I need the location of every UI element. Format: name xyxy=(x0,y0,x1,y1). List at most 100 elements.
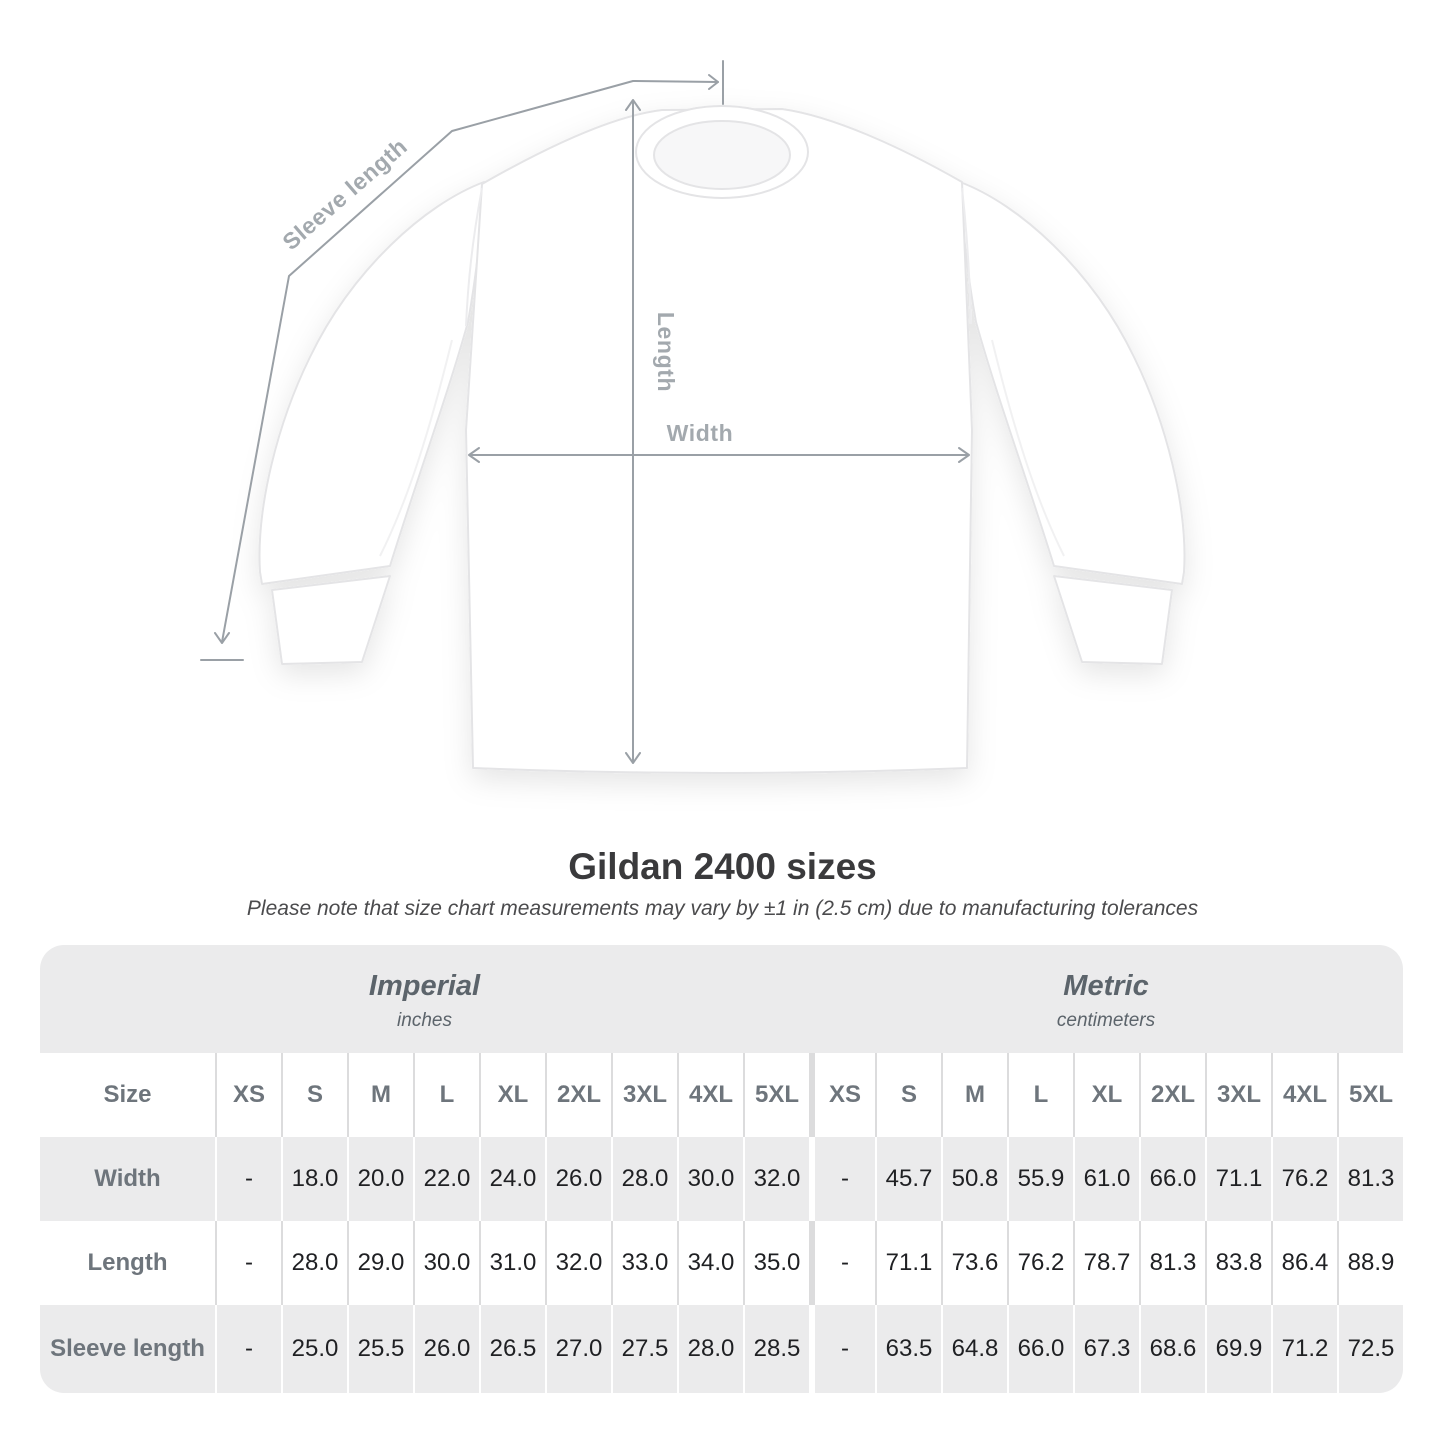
table-cell: 61.0 xyxy=(1073,1137,1139,1222)
metric-section-header: Metric centimeters xyxy=(809,945,1403,1054)
row-label: Width xyxy=(40,1137,215,1222)
size-col-header-metric-3xl: 3XL xyxy=(1205,1053,1271,1138)
table-cell: 27.0 xyxy=(545,1305,611,1394)
table-cell: 67.3 xyxy=(1073,1305,1139,1394)
table-cell: 63.5 xyxy=(875,1305,941,1394)
table-cell: 26.0 xyxy=(413,1305,479,1394)
width-arrow-left-icon xyxy=(468,447,480,463)
table-cell: 73.6 xyxy=(941,1221,1007,1306)
table-cell: 26.5 xyxy=(479,1305,545,1394)
width-label: Width xyxy=(667,420,734,446)
table-cell: 28.0 xyxy=(677,1305,743,1394)
table-cell: 33.0 xyxy=(611,1221,677,1306)
table-cell: 18.0 xyxy=(281,1137,347,1222)
table-cell: 30.0 xyxy=(413,1221,479,1306)
shirt-illustration xyxy=(258,105,1186,774)
size-col-header-metric-2xl: 2XL xyxy=(1139,1053,1205,1138)
size-col-header-imperial-5xl: 5XL xyxy=(743,1053,809,1138)
size-col-header-imperial-m: M xyxy=(347,1053,413,1138)
row-label: Sleeve length xyxy=(40,1305,215,1394)
table-cell: 55.9 xyxy=(1007,1137,1073,1222)
section-unit: centimeters xyxy=(1056,1010,1156,1032)
size-col-header-metric-4xl: 4XL xyxy=(1271,1053,1337,1138)
size-col-header-imperial-3xl: 3XL xyxy=(611,1053,677,1138)
table-cell: 25.0 xyxy=(281,1305,347,1394)
length-arrow-down-icon xyxy=(625,752,641,764)
size-col-header-metric-s: S xyxy=(875,1053,941,1138)
sleeve-length-arrow-right-icon xyxy=(708,74,719,90)
table-cell: 22.0 xyxy=(413,1137,479,1222)
size-col-header-metric-xs: XS xyxy=(809,1053,875,1138)
table-cell: 32.0 xyxy=(545,1221,611,1306)
size-col-header-metric-5xl: 5XL xyxy=(1337,1053,1403,1138)
table-cell: 66.0 xyxy=(1007,1305,1073,1394)
table-cell: 28.0 xyxy=(281,1221,347,1306)
size-col-header-imperial-xs: XS xyxy=(215,1053,281,1138)
table-cell: - xyxy=(215,1137,281,1222)
page-title: Gildan 2400 sizes xyxy=(568,846,877,887)
table-cell: 71.1 xyxy=(1205,1137,1271,1222)
table-cell: 71.2 xyxy=(1271,1305,1337,1394)
section-title: Metric xyxy=(1063,970,1149,1003)
table-cell: 86.4 xyxy=(1271,1221,1337,1306)
table-cell: 31.0 xyxy=(479,1221,545,1306)
size-col-header-metric-m: M xyxy=(941,1053,1007,1138)
size-col-header-metric-xl: XL xyxy=(1073,1053,1139,1138)
shirt-left-sleeve xyxy=(258,181,485,585)
section-unit: inches xyxy=(397,1010,452,1032)
shirt-left-armhole-seam xyxy=(465,187,483,327)
measurement-lines xyxy=(200,60,970,764)
shirt-left-cuff xyxy=(271,575,391,665)
table-cell: - xyxy=(215,1221,281,1306)
shirt-diagram: Sleeve length Length Width xyxy=(200,60,1186,774)
table-cell: 26.0 xyxy=(545,1137,611,1222)
size-col-header-metric-l: L xyxy=(1007,1053,1073,1138)
size-col-header-imperial-2xl: 2XL xyxy=(545,1053,611,1138)
sleeve-length-arrow-down-icon xyxy=(214,632,230,644)
table-cell: 64.8 xyxy=(941,1305,1007,1394)
size-col-header-imperial-s: S xyxy=(281,1053,347,1138)
table-cell: 76.2 xyxy=(1007,1221,1073,1306)
sleeve-length-label: Sleeve length xyxy=(277,133,412,255)
table-cell: - xyxy=(809,1305,875,1394)
table-cell: 69.9 xyxy=(1205,1305,1271,1394)
length-label: Length xyxy=(653,312,679,392)
table-cell: 35.0 xyxy=(743,1221,809,1306)
table-cell: 29.0 xyxy=(347,1221,413,1306)
table-cell: 34.0 xyxy=(677,1221,743,1306)
table-cell: 28.0 xyxy=(611,1137,677,1222)
shirt-right-cuff xyxy=(1053,575,1173,665)
table-cell: 88.9 xyxy=(1337,1221,1403,1306)
table-cell: 20.0 xyxy=(347,1137,413,1222)
table-cell: 76.2 xyxy=(1271,1137,1337,1222)
sleeve-length-line xyxy=(221,80,719,643)
section-title: Imperial xyxy=(368,970,481,1003)
table-cell: 50.8 xyxy=(941,1137,1007,1222)
table-cell: 66.0 xyxy=(1139,1137,1205,1222)
size-column-header: Size xyxy=(40,1053,215,1138)
shirt-left-sleeve-fold xyxy=(379,339,453,557)
imperial-section-header: Imperial inches xyxy=(40,945,809,1054)
row-label: Length xyxy=(40,1221,215,1306)
page-subtitle: Please note that size chart measurements… xyxy=(246,897,1199,920)
table-cell: - xyxy=(809,1221,875,1306)
table-cell: 30.0 xyxy=(677,1137,743,1222)
table-cell: 72.5 xyxy=(1337,1305,1403,1394)
table-cell: 28.5 xyxy=(743,1305,809,1394)
shirt-right-armhole-seam xyxy=(961,187,972,325)
shirt-body xyxy=(465,108,973,774)
table-cell: 27.5 xyxy=(611,1305,677,1394)
table-cell: 32.0 xyxy=(743,1137,809,1222)
size-col-header-imperial-4xl: 4XL xyxy=(677,1053,743,1138)
collar-inner xyxy=(653,120,791,190)
table-cell: 71.1 xyxy=(875,1221,941,1306)
shirt-right-sleeve-fold xyxy=(991,339,1065,557)
size-col-header-imperial-l: L xyxy=(413,1053,479,1138)
table-cell: 81.3 xyxy=(1337,1137,1403,1222)
shirt-right-sleeve xyxy=(959,181,1186,585)
table-cell: 83.8 xyxy=(1205,1221,1271,1306)
table-cell: 24.0 xyxy=(479,1137,545,1222)
size-col-header-imperial-xl: XL xyxy=(479,1053,545,1138)
table-cell: 68.6 xyxy=(1139,1305,1205,1394)
